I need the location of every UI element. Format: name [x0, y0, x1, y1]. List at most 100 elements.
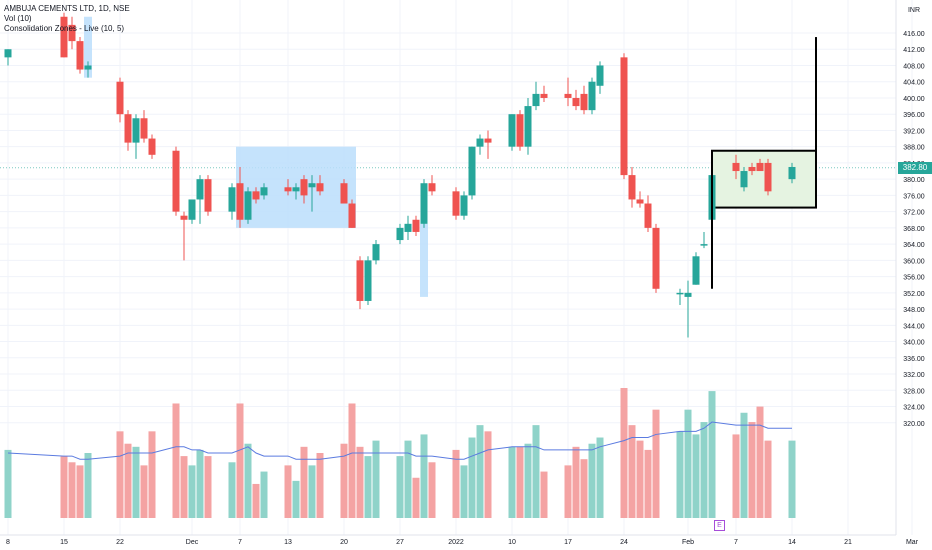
consolidation-indicator-label[interactable]: Consolidation Zones - Live (10, 5) [4, 24, 125, 33]
candle-body[interactable] [148, 138, 156, 155]
candle-body[interactable] [676, 292, 684, 295]
candle-body[interactable] [732, 162, 740, 172]
volume-bar [644, 449, 652, 518]
volume-bar [348, 403, 356, 518]
candle-body[interactable] [532, 93, 540, 107]
x-tick-label: 17 [564, 539, 572, 546]
volume-bar [284, 465, 292, 518]
volume-bar [148, 431, 156, 518]
volume-bar [76, 465, 84, 518]
candle-body[interactable] [452, 191, 460, 216]
volume-bar [356, 446, 364, 518]
candle-body[interactable] [540, 93, 548, 98]
candle-body[interactable] [652, 227, 660, 289]
volume-indicator-label[interactable]: Vol (10) [4, 14, 32, 23]
candle-body[interactable] [484, 138, 492, 143]
candle-body[interactable] [788, 166, 796, 180]
volume-bar [116, 431, 124, 518]
candle-body[interactable] [644, 203, 652, 228]
candle-body[interactable] [236, 183, 244, 220]
candle-body[interactable] [420, 183, 428, 224]
currency-label: INR [908, 7, 920, 14]
candle-body[interactable] [748, 166, 756, 172]
volume-bar [540, 471, 548, 518]
candle-body[interactable] [68, 24, 76, 42]
volume-bar [652, 409, 660, 518]
candle-body[interactable] [572, 97, 580, 107]
volume-bar [476, 425, 484, 518]
candle-body[interactable] [284, 187, 292, 192]
candle-body[interactable] [196, 179, 204, 200]
candle-body[interactable] [252, 191, 260, 200]
volume-bar [740, 412, 748, 518]
candle-body[interactable] [404, 223, 412, 232]
candle-body[interactable] [132, 118, 140, 143]
volume-bar [532, 425, 540, 518]
candle-body[interactable] [700, 244, 708, 246]
candle-body[interactable] [364, 260, 372, 301]
x-tick-label: 15 [60, 539, 68, 546]
candle-body[interactable] [684, 292, 692, 297]
candle-body[interactable] [308, 183, 316, 188]
candle-body[interactable] [468, 146, 476, 196]
candle-body[interactable] [756, 162, 764, 172]
candle-body[interactable] [204, 179, 212, 212]
candle-body[interactable] [172, 150, 180, 212]
candle-body[interactable] [300, 179, 308, 196]
candle-body[interactable] [356, 260, 364, 301]
candle-body[interactable] [292, 187, 300, 192]
candle-body[interactable] [124, 114, 132, 143]
symbol-title[interactable]: AMBUJA CEMENTS LTD, 1D, NSE [4, 4, 130, 13]
y-tick-label: 344.00 [903, 323, 925, 330]
candle-body[interactable] [764, 162, 772, 192]
candle-body[interactable] [244, 191, 252, 220]
candle-body[interactable] [628, 175, 636, 200]
volume-bar [172, 403, 180, 518]
candle-body[interactable] [4, 49, 12, 58]
candle-body[interactable] [316, 183, 324, 192]
y-tick-label: 324.00 [903, 405, 925, 412]
candle-body[interactable] [476, 138, 484, 147]
candle-body[interactable] [564, 93, 572, 98]
candle-body[interactable] [260, 187, 268, 196]
candle-body[interactable] [692, 256, 700, 285]
candle-body[interactable] [596, 65, 604, 86]
candle-body[interactable] [588, 81, 596, 111]
candle-body[interactable] [524, 106, 532, 147]
candle-body[interactable] [140, 118, 148, 139]
candle-body[interactable] [580, 93, 588, 111]
volume-bar [596, 437, 604, 518]
x-tick-label: Mar [906, 539, 919, 546]
candle-body[interactable] [740, 171, 748, 188]
candle-body[interactable] [76, 41, 84, 70]
volume-bar [60, 456, 68, 518]
candle-body[interactable] [116, 81, 124, 115]
volume-bar [204, 456, 212, 518]
x-tick-label: 10 [508, 539, 516, 546]
candle-body[interactable] [636, 199, 644, 204]
volume-bar [564, 465, 572, 518]
candle-body[interactable] [60, 16, 68, 58]
candle-body[interactable] [412, 219, 420, 232]
candle-body[interactable] [372, 244, 380, 261]
candle-body[interactable] [188, 199, 196, 220]
candle-body[interactable] [620, 57, 628, 176]
y-tick-label: 348.00 [903, 307, 925, 314]
x-tick-label: 22 [116, 539, 124, 546]
candle-body[interactable] [348, 203, 356, 228]
candle-body[interactable] [396, 227, 404, 241]
candle-body[interactable] [180, 215, 188, 220]
candle-body[interactable] [340, 183, 348, 204]
candle-body[interactable] [84, 65, 92, 70]
volume-bar [316, 453, 324, 518]
y-tick-label: 388.00 [903, 145, 925, 152]
candle-body[interactable] [516, 114, 524, 147]
candle-body[interactable] [508, 114, 516, 147]
candle-body[interactable] [428, 183, 436, 192]
candle-body[interactable] [460, 195, 468, 216]
volume-bar [364, 456, 372, 518]
volume-bar [764, 440, 772, 518]
earnings-marker-icon[interactable]: E [714, 520, 725, 531]
candle-body[interactable] [228, 187, 236, 212]
